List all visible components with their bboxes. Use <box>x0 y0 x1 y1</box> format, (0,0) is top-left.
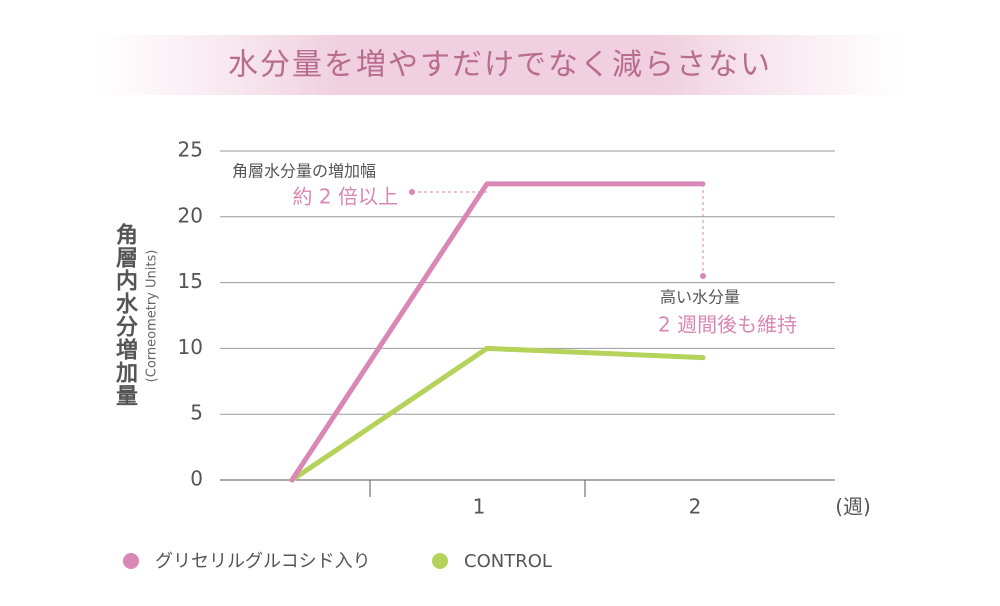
title-banner <box>95 35 905 95</box>
y-tick-label: 5 <box>190 401 203 425</box>
y-tick-label: 20 <box>178 203 203 227</box>
y-tick-label: 15 <box>178 269 203 293</box>
chart-title: 水分量を増やすだけでなく減らさない <box>228 48 772 83</box>
y-axis-sublabel: (Corneometry Units) <box>145 250 160 383</box>
annotation-dot <box>409 189 415 195</box>
annotation-highlight: 2 週間後も維持 <box>658 313 797 337</box>
legend-label: CONTROL <box>464 551 552 572</box>
y-tick-label: 0 <box>190 467 203 491</box>
legend-label: グリセリルグルコシド入り <box>155 551 371 572</box>
line-series <box>289 181 706 483</box>
annotation-dot <box>700 273 706 279</box>
annotation-text: 高い水分量 <box>660 288 740 307</box>
y-tick-label: 10 <box>178 335 203 359</box>
line-series <box>289 345 706 483</box>
y-axis-label: 角層内水分増加量 <box>112 222 139 407</box>
legend-swatch <box>432 553 448 569</box>
annotation-highlight: 約 2 倍以上 <box>293 185 398 209</box>
y-tick-label: 25 <box>178 138 203 162</box>
x-tick-label: 1 <box>473 495 486 519</box>
annotation-text: 角層水分量の増加幅 <box>232 162 376 181</box>
x-tick-label: 2 <box>689 495 702 519</box>
x-unit-label: (週) <box>835 495 871 519</box>
legend-swatch <box>123 553 139 569</box>
